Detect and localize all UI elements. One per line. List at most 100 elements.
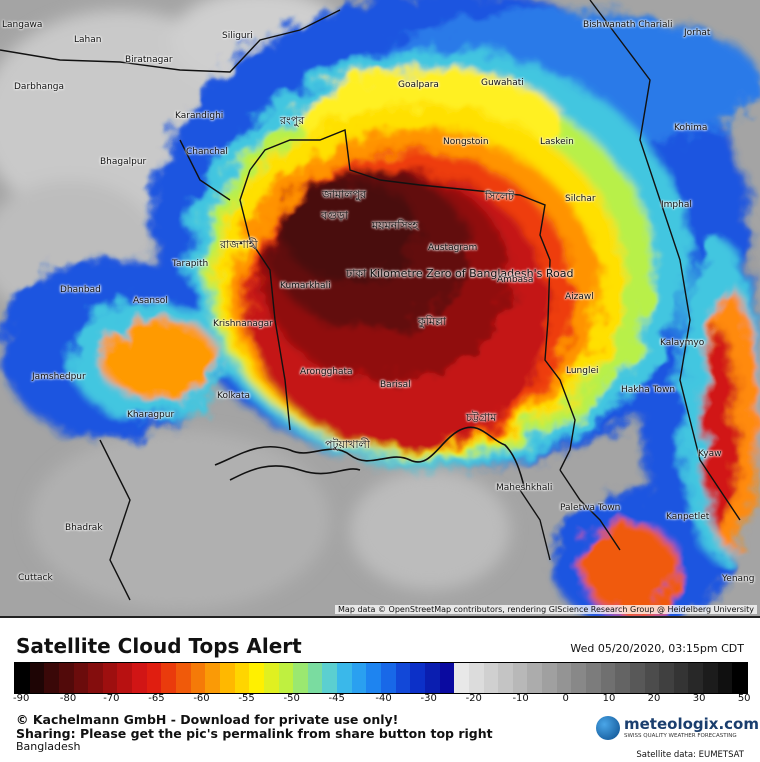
colorbar-swatch (293, 663, 308, 693)
storm-cloud-tops (0, 0, 760, 616)
place-label: Darbhanga (14, 82, 65, 92)
colorbar-swatch (263, 663, 279, 693)
colorbar-tick: -30 (420, 693, 437, 704)
colorbar-swatch (703, 663, 718, 693)
place-label: রংপুর (280, 114, 305, 127)
colorbar-tick: -45 (328, 693, 345, 704)
place-label: Hakha Town (621, 385, 676, 395)
colorbar-tick: 0 (562, 693, 569, 704)
globe-icon (596, 716, 620, 740)
place-label: Guwahati (481, 78, 524, 88)
place-label: Nongstoin (443, 137, 489, 147)
place-label: Karandighi (175, 111, 224, 121)
colorbar-swatch (234, 663, 250, 693)
colorbar-tick: 20 (647, 693, 661, 704)
place-label: Lahan (74, 35, 102, 45)
place-label: ঢাকা Kilometre Zero of Bangladesh's Road (346, 267, 574, 280)
colorbar-swatch (498, 663, 513, 693)
place-label: Biratnagar (125, 55, 173, 65)
colorbar-swatch (571, 663, 586, 693)
colorbar-tick: -50 (283, 693, 300, 704)
place-label: Maheshkhali (496, 483, 553, 493)
colorbar-swatch (468, 663, 484, 693)
colorbar-swatch (351, 663, 367, 693)
place-label: বগুড়া (321, 209, 348, 222)
place-label: চট্টগ্রাম (466, 411, 497, 424)
colorbar-swatch (44, 663, 59, 693)
colorbar-swatch (58, 663, 74, 693)
colorbar-swatch (717, 663, 733, 693)
place-label: Silchar (565, 194, 596, 204)
place-label: রাজশাহী (220, 238, 258, 251)
place-label: Siliguri (222, 31, 253, 41)
colorbar-swatch (732, 663, 748, 693)
place-label: Asansol (133, 296, 168, 306)
place-label: Imphal (661, 200, 692, 210)
colorbar-swatch (395, 663, 411, 693)
satellite-map: Langawa Lahan Biratnagar Siliguri Darbhanga K… (0, 0, 760, 616)
place-label: Kumarkhali (280, 281, 331, 291)
colorbar-swatch (483, 663, 499, 693)
temperature-colorbar (14, 662, 748, 694)
colorbar-tick: 10 (602, 693, 616, 704)
place-label: Yenang (722, 574, 755, 584)
colorbar-swatch (219, 663, 235, 693)
place-label: Langawa (2, 20, 43, 30)
place-label: Goalpara (398, 80, 439, 90)
colorbar-swatch (454, 663, 469, 693)
place-label: পটুয়াখালী (325, 438, 370, 451)
colorbar-tick: -80 (59, 693, 77, 704)
place-label: Bhadrak (65, 523, 103, 533)
meteologix-logo[interactable]: meteologix.com SWISS QUALITY WEATHER FOR… (596, 715, 759, 746)
colorbar-tick: -70 (103, 693, 120, 704)
place-label: Cuttack (18, 573, 53, 583)
place-label: Arongghata (300, 367, 353, 377)
place-label: Kohima (674, 123, 708, 133)
colorbar-swatch (278, 663, 294, 693)
colorbar-swatch (29, 663, 45, 693)
place-label: Kyaw (698, 449, 722, 459)
colorbar-swatch (146, 663, 162, 693)
colorbar-swatch (307, 663, 323, 693)
colorbar-swatch (542, 663, 557, 693)
place-label: Kharagpur (127, 410, 175, 420)
colorbar-swatch (410, 663, 425, 693)
colorbar-swatch (205, 663, 220, 693)
colorbar-swatch (688, 663, 704, 693)
colorbar-swatch (381, 663, 396, 693)
place-label: জামালপুর (322, 188, 367, 201)
place-label: Aizawl (565, 292, 594, 302)
colorbar-tick: -20 (465, 693, 482, 704)
colorbar-tick: -40 (375, 693, 392, 704)
colorbar-swatch (337, 663, 352, 693)
chart-title: Satellite Cloud Tops Alert (16, 634, 302, 658)
colorbar-swatch (556, 663, 572, 693)
colorbar-tick: -65 (148, 693, 165, 704)
place-label: Jorhat (684, 28, 711, 38)
colorbar-swatch (673, 663, 689, 693)
colorbar-swatch (322, 663, 338, 693)
place-label: Kolkata (217, 391, 251, 401)
place-label: Dhanbad (60, 285, 101, 295)
region-label: Bangladesh (16, 740, 81, 753)
colorbar-swatch (73, 663, 89, 693)
place-label: Paletwa Town (560, 503, 621, 513)
sharing-notice: Sharing: Please get the pic's permalink … (16, 726, 493, 741)
coastline (214, 426, 526, 491)
colorbar-tick: -60 (193, 693, 210, 704)
colorbar-swatch (161, 663, 177, 693)
colorbar-tick: -10 (512, 693, 529, 704)
colorbar-tick: -55 (238, 693, 255, 704)
colorbar-swatch (88, 663, 103, 693)
place-label: Ambasa (497, 275, 534, 285)
place-label: Laskein (540, 137, 574, 147)
colorbar-swatch (644, 663, 660, 693)
place-label: Bhagalpur (100, 157, 147, 167)
satellite-source: Satellite data: EUMETSAT (636, 750, 744, 760)
place-label: Barisal (380, 380, 411, 390)
legend-panel: Satellite Cloud Tops Alert Wed 05/20/202… (0, 616, 760, 762)
place-label: Krishnanagar (213, 319, 273, 329)
colorbar-swatch (629, 663, 645, 693)
colorbar-swatch (366, 663, 382, 693)
place-label: কুমিল্লা (418, 315, 446, 328)
